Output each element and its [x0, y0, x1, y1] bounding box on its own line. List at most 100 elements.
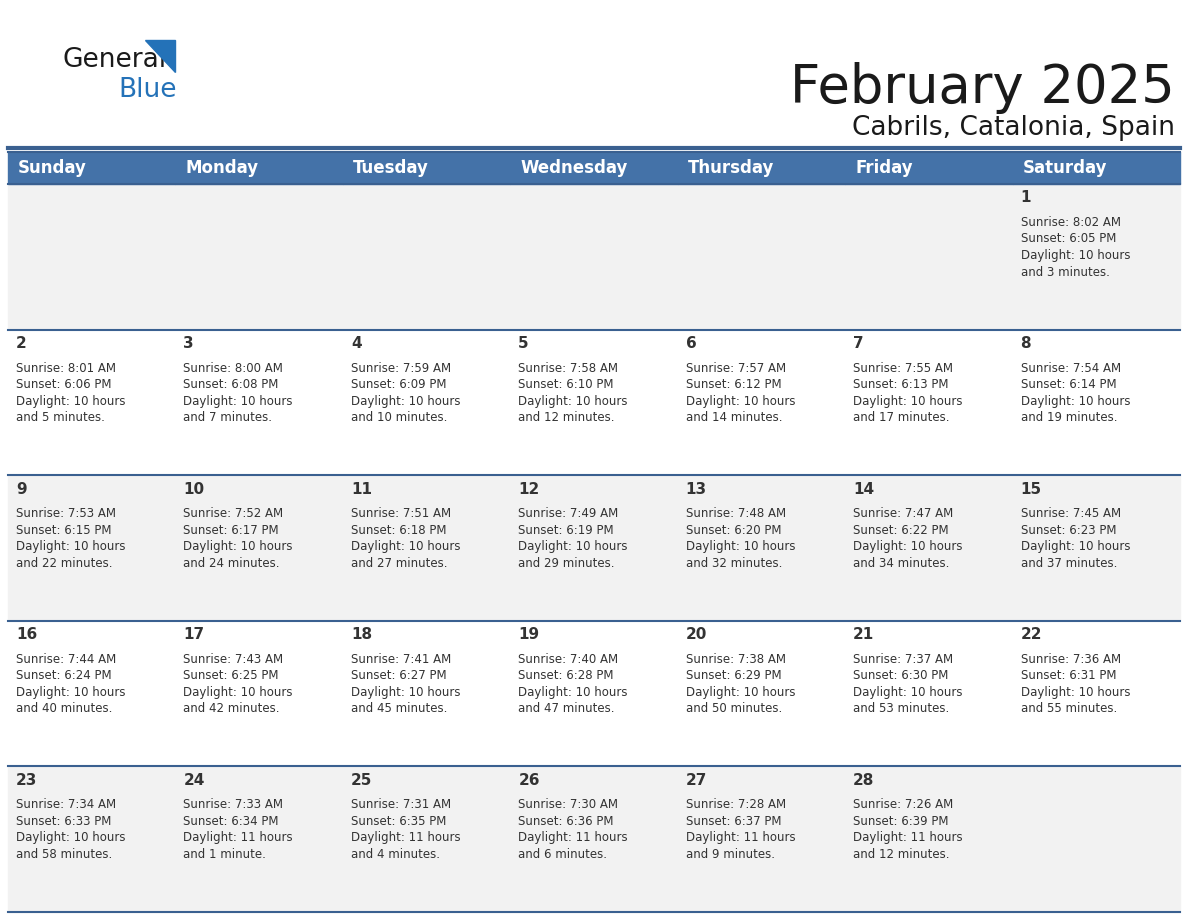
Text: Daylight: 10 hours: Daylight: 10 hours [15, 832, 126, 845]
Text: 22: 22 [1020, 627, 1042, 643]
Text: Sunset: 6:05 PM: Sunset: 6:05 PM [1020, 232, 1116, 245]
Text: Sunset: 6:09 PM: Sunset: 6:09 PM [350, 378, 447, 391]
Text: 25: 25 [350, 773, 372, 788]
Text: Sunrise: 7:36 AM: Sunrise: 7:36 AM [1020, 653, 1120, 666]
Bar [677, 621, 845, 767]
Text: Sunset: 6:06 PM: Sunset: 6:06 PM [15, 378, 112, 391]
Text: 27: 27 [685, 773, 707, 788]
Text: 24: 24 [183, 773, 204, 788]
Text: Daylight: 10 hours: Daylight: 10 hours [853, 540, 962, 554]
Bar [845, 152, 1012, 184]
Text: Sunrise: 7:55 AM: Sunrise: 7:55 AM [853, 362, 953, 375]
Text: and 27 minutes.: and 27 minutes. [350, 556, 448, 570]
Bar [343, 330, 511, 476]
Bar [176, 330, 343, 476]
Text: 7: 7 [853, 336, 864, 351]
Bar [8, 152, 176, 184]
Text: Thursday: Thursday [688, 159, 775, 177]
Text: Daylight: 10 hours: Daylight: 10 hours [685, 686, 795, 699]
Text: Blue: Blue [118, 77, 177, 103]
Text: Sunrise: 7:41 AM: Sunrise: 7:41 AM [350, 653, 451, 666]
Text: and 10 minutes.: and 10 minutes. [350, 411, 447, 424]
Text: General: General [62, 47, 166, 73]
Text: Daylight: 11 hours: Daylight: 11 hours [350, 832, 461, 845]
Text: Tuesday: Tuesday [353, 159, 429, 177]
Text: 28: 28 [853, 773, 874, 788]
Text: Sunset: 6:24 PM: Sunset: 6:24 PM [15, 669, 112, 682]
Bar [511, 621, 677, 767]
Text: Daylight: 10 hours: Daylight: 10 hours [183, 686, 293, 699]
Text: and 53 minutes.: and 53 minutes. [853, 702, 949, 715]
Text: and 55 minutes.: and 55 minutes. [1020, 702, 1117, 715]
Text: Sunrise: 8:02 AM: Sunrise: 8:02 AM [1020, 216, 1120, 229]
Bar [511, 767, 677, 912]
Bar [1012, 476, 1180, 621]
Text: 2: 2 [15, 336, 27, 351]
Bar [176, 184, 343, 330]
Text: and 24 minutes.: and 24 minutes. [183, 556, 280, 570]
Bar [1012, 330, 1180, 476]
Text: 21: 21 [853, 627, 874, 643]
Text: Sunrise: 7:43 AM: Sunrise: 7:43 AM [183, 653, 284, 666]
Text: Daylight: 10 hours: Daylight: 10 hours [15, 395, 126, 408]
Bar [8, 184, 176, 330]
Bar [845, 621, 1012, 767]
Bar [343, 621, 511, 767]
Text: Daylight: 10 hours: Daylight: 10 hours [685, 540, 795, 554]
Text: Wednesday: Wednesday [520, 159, 627, 177]
Text: 1: 1 [1020, 191, 1031, 206]
Bar [1012, 152, 1180, 184]
Bar [511, 330, 677, 476]
Text: Sunrise: 7:49 AM: Sunrise: 7:49 AM [518, 508, 619, 521]
Text: 14: 14 [853, 482, 874, 497]
Text: Sunrise: 7:54 AM: Sunrise: 7:54 AM [1020, 362, 1120, 375]
Text: Sunrise: 8:00 AM: Sunrise: 8:00 AM [183, 362, 283, 375]
Bar [511, 152, 677, 184]
Bar [845, 330, 1012, 476]
Bar [677, 184, 845, 330]
Bar [343, 152, 511, 184]
Bar [845, 476, 1012, 621]
Text: Sunset: 6:22 PM: Sunset: 6:22 PM [853, 523, 949, 537]
Text: 4: 4 [350, 336, 361, 351]
Text: and 12 minutes.: and 12 minutes. [853, 848, 949, 861]
Text: Sunrise: 7:40 AM: Sunrise: 7:40 AM [518, 653, 619, 666]
Bar [8, 767, 176, 912]
Text: and 29 minutes.: and 29 minutes. [518, 556, 614, 570]
Text: Sunset: 6:33 PM: Sunset: 6:33 PM [15, 815, 112, 828]
Text: Sunset: 6:14 PM: Sunset: 6:14 PM [1020, 378, 1117, 391]
Bar [343, 476, 511, 621]
Text: Sunrise: 7:33 AM: Sunrise: 7:33 AM [183, 799, 284, 812]
Bar [845, 767, 1012, 912]
Text: Daylight: 10 hours: Daylight: 10 hours [518, 540, 627, 554]
Text: Friday: Friday [855, 159, 912, 177]
Text: Daylight: 10 hours: Daylight: 10 hours [518, 395, 627, 408]
Bar [511, 476, 677, 621]
Text: Sunset: 6:36 PM: Sunset: 6:36 PM [518, 815, 614, 828]
Bar [176, 767, 343, 912]
Text: and 1 minute.: and 1 minute. [183, 848, 266, 861]
Text: Sunrise: 7:37 AM: Sunrise: 7:37 AM [853, 653, 953, 666]
Text: Daylight: 11 hours: Daylight: 11 hours [853, 832, 962, 845]
Bar [677, 476, 845, 621]
Text: Daylight: 11 hours: Daylight: 11 hours [183, 832, 293, 845]
Text: Sunrise: 7:38 AM: Sunrise: 7:38 AM [685, 653, 785, 666]
Text: and 47 minutes.: and 47 minutes. [518, 702, 614, 715]
Text: Daylight: 11 hours: Daylight: 11 hours [518, 832, 628, 845]
Text: and 14 minutes.: and 14 minutes. [685, 411, 782, 424]
Text: 3: 3 [183, 336, 194, 351]
Text: 23: 23 [15, 773, 37, 788]
Text: Sunrise: 7:51 AM: Sunrise: 7:51 AM [350, 508, 451, 521]
Text: 19: 19 [518, 627, 539, 643]
Text: and 3 minutes.: and 3 minutes. [1020, 265, 1110, 278]
Text: Sunrise: 8:01 AM: Sunrise: 8:01 AM [15, 362, 116, 375]
Text: and 12 minutes.: and 12 minutes. [518, 411, 614, 424]
Text: Sunrise: 7:30 AM: Sunrise: 7:30 AM [518, 799, 618, 812]
Text: Daylight: 10 hours: Daylight: 10 hours [1020, 540, 1130, 554]
Text: 12: 12 [518, 482, 539, 497]
Text: Daylight: 10 hours: Daylight: 10 hours [15, 540, 126, 554]
Text: 20: 20 [685, 627, 707, 643]
Text: and 19 minutes.: and 19 minutes. [1020, 411, 1117, 424]
Text: Sunset: 6:20 PM: Sunset: 6:20 PM [685, 523, 782, 537]
Text: Sunset: 6:37 PM: Sunset: 6:37 PM [685, 815, 782, 828]
